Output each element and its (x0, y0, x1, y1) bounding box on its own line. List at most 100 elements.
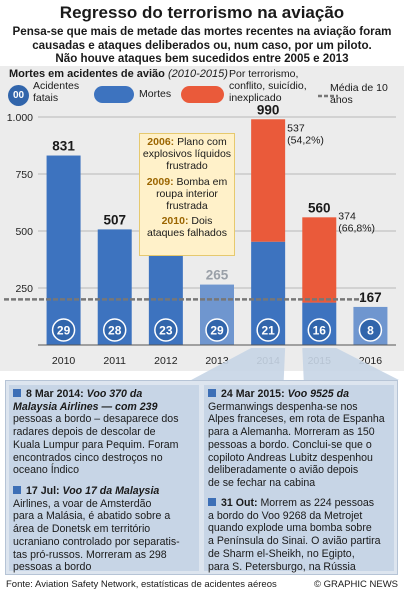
event-line: a Península do Sinai. O avião partira (208, 535, 381, 548)
events-column-left (9, 385, 199, 571)
event-line: deliberadamente o avião depois (208, 464, 359, 477)
event-germanwings: 24 Mar 2015: Voo 9525 da Germanwings des… (208, 388, 394, 490)
y-tick-label: 750 (15, 169, 33, 181)
callout-item: 2010: Dois ataques falhados (142, 215, 232, 239)
attempts-callout: 2006: Plano com explosivos líquidos frus… (139, 133, 235, 256)
y-tick-label: 250 (15, 283, 33, 295)
legend-average-swatch (318, 94, 338, 98)
fatal-accidents-count: 28 (108, 324, 122, 338)
legend-deaths-swatch (94, 86, 134, 103)
legend-terror-line: conflito, suicídio, (229, 80, 307, 92)
event-line: tas pró-russos. Morreram as 298 (13, 548, 167, 561)
event-line: de se fechar na cabina (208, 476, 316, 489)
x-tick-label: 2012 (154, 355, 178, 367)
total-label: 265 (206, 268, 229, 283)
event-line: pessoas a bordo (13, 561, 92, 574)
event-flight: Voo 370 da (86, 388, 143, 400)
deaths-bar (46, 155, 81, 345)
event-line: Alpes franceses, em rota de Espanha (208, 413, 385, 426)
event-line: área de Donetsk em território (13, 523, 151, 536)
event-date: 17 Jul: (26, 485, 60, 497)
callout-text: Bomba em roupa interior frustrada (156, 175, 228, 213)
event-connector (191, 348, 286, 380)
event-line: a bordo do Voo 9268 da Metrojet (208, 509, 363, 522)
event-line: Germanwings despenha-se nos (208, 400, 358, 413)
fatal-accidents-badge (205, 318, 229, 342)
subtitle-line: causadas e ataques deliberados ou, num c… (32, 38, 372, 52)
fatal-accidents-badge (154, 318, 178, 342)
fatal-accidents-count: 23 (159, 324, 173, 338)
subtitle: Pensa-se que mais de metade das mortes r… (8, 25, 396, 66)
event-date: 8 Mar 2014: (26, 388, 84, 400)
total-label: 167 (359, 290, 382, 305)
bullet-square-icon (208, 498, 216, 506)
legend-badge: 00 (8, 85, 29, 106)
fatal-accidents-badge (307, 318, 332, 342)
callout-item: 2009: Bomba em roupa interior frustrada (142, 176, 232, 213)
event-line: ucraniano controlado por separatis- (13, 535, 180, 548)
y-tick-label: 500 (15, 226, 33, 238)
deaths-bar-chart: 2505007501.00083129201050728201147523201… (4, 102, 399, 380)
fatal-accidents-count: 21 (261, 324, 275, 338)
event-date: 31 Out: (221, 497, 258, 509)
legend-accidents-label: Acidentes fatais (33, 80, 80, 104)
event-line: de Sharm el-Sheikh, no Egipto, (208, 547, 355, 560)
event-line: Malaysia Airlines — com 239 (13, 400, 158, 413)
fatal-accidents-badge (102, 318, 127, 342)
x-tick-label: 2011 (103, 355, 126, 367)
event-line: para a Malásia, é abatido sobre a (13, 510, 171, 523)
event-flight: Voo 17 da Malaysia (62, 485, 160, 497)
event-line: 24 Mar 2015: Voo 9525 da (208, 388, 394, 401)
terror-share-label: (66,8%) (338, 222, 375, 234)
terror-share-label: 537 (287, 122, 305, 134)
fatal-accidents-badge (51, 318, 76, 342)
events-column-right (204, 385, 394, 571)
legend-average-label: Média de 10 anos (330, 82, 388, 106)
legend-terror-label: Por terrorismo, conflito, suicídio, inex… (229, 68, 307, 104)
chart-heading: Mortes em acidentes de avião (2010-2015) (9, 68, 228, 80)
terror-share-label: (54,2%) (287, 134, 324, 146)
chart-heading-period: (2010-2015) (167, 68, 228, 80)
terror-share-label: 374 (338, 210, 356, 222)
callout-item: 2006: Plano com explosivos líquidos frus… (142, 136, 232, 173)
event-connector (302, 348, 399, 380)
fatal-accidents-count: 8 (367, 324, 374, 338)
bullet-square-icon (13, 486, 21, 494)
callout-year: 2006: (147, 136, 175, 148)
event-line: 8 Mar 2014: Voo 370 da (13, 388, 197, 401)
chart-heading-text: Mortes em acidentes de avião (9, 68, 165, 80)
event-line: radares depois de descolar de (13, 426, 156, 439)
fatal-accidents-badge (358, 318, 383, 342)
legend-terror-line: inexplicado (229, 92, 282, 104)
event-flight: Morrem as 224 pessoas (260, 497, 375, 509)
legend-terror-line: Por terrorismo, (229, 68, 299, 80)
event-mh17: 17 Jul: Voo 17 da Malaysia Airlines, a v… (13, 485, 197, 574)
bullet-square-icon (13, 389, 21, 397)
event-mh370: 8 Mar 2014: Voo 370 da Malaysia Airlines… (13, 388, 197, 477)
callout-year: 2010: (161, 215, 189, 228)
event-line: pessoas a bordo. Conclui-se que o (208, 438, 372, 451)
event-line: para S. Petersburgo, na Rússia (208, 560, 356, 573)
bullet-square-icon (208, 389, 216, 397)
subtitle-line: Pensa-se que mais de metade das mortes r… (12, 25, 392, 38)
event-line: Airlines, a voar de Amsterdão (13, 497, 152, 510)
event-line: encontrados cinco destroços no (13, 451, 163, 464)
fatal-accidents-badge (256, 318, 280, 342)
event-line: Kuala Lumpur para Pequim. Foram (13, 438, 179, 451)
terror-bar (302, 217, 337, 303)
event-line: para a Alemanha. Morreram as 150 (208, 426, 375, 439)
event-line: copiloto Andreas Lubitz despenhou (208, 451, 373, 464)
legend-deaths-label: Mortes (139, 88, 172, 100)
event-flight: Voo 9525 da (287, 388, 349, 400)
terror-bar (251, 119, 286, 242)
x-tick-label: 2010 (52, 355, 76, 367)
event-metrojet: 31 Out: Morrem as 224 pessoas a bordo do… (208, 497, 394, 573)
callout-text: Plano com explosivos líquidos frustrado (142, 136, 232, 173)
event-line: oceano Índico (13, 464, 79, 477)
event-line: 17 Jul: Voo 17 da Malaysia (13, 485, 197, 498)
fatal-accidents-count: 29 (57, 324, 71, 338)
y-tick-label: 1.000 (7, 112, 33, 124)
source-note: Fonte: Aviation Safety Network, estatíst… (6, 579, 277, 590)
total-label: 560 (308, 200, 331, 215)
page-title: Regresso do terrorismo na aviação (59, 3, 345, 22)
